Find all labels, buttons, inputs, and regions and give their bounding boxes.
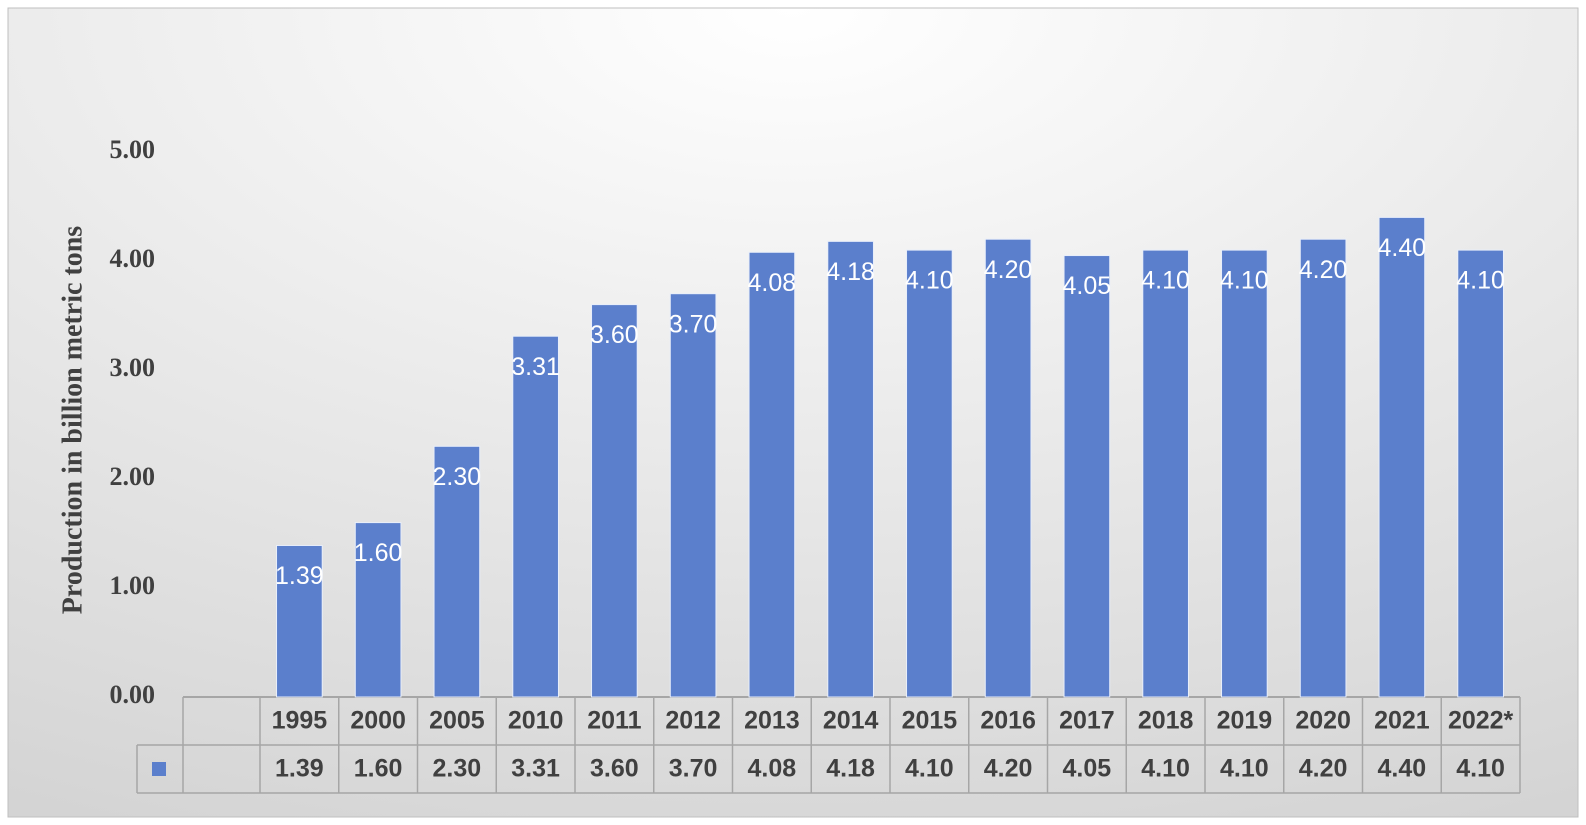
bar [827, 240, 874, 698]
bar [433, 445, 481, 698]
data-label: 4.10 [1456, 267, 1505, 295]
table-value: 3.60 [590, 755, 639, 783]
x-tick-label: 1995 [272, 707, 328, 735]
data-label: 3.60 [590, 321, 639, 349]
data-label: 2.30 [433, 463, 482, 491]
data-label: 1.39 [275, 562, 324, 590]
table-value: 4.10 [1456, 755, 1505, 783]
table-value: 3.31 [511, 755, 560, 783]
table-value: 4.08 [748, 755, 797, 783]
bar [1063, 255, 1111, 698]
bar [748, 251, 796, 698]
x-tick-label: 2017 [1059, 707, 1115, 735]
bar [591, 304, 638, 698]
y-tick-label: 5.00 [110, 135, 156, 164]
legend-key [152, 762, 166, 776]
data-label: 3.31 [511, 353, 560, 381]
x-tick-label: 2015 [902, 707, 958, 735]
x-tick-label: 2013 [744, 707, 800, 735]
bar [1378, 216, 1426, 698]
bar [276, 544, 323, 698]
x-tick-label: 2022* [1448, 707, 1514, 735]
data-label: 4.10 [1141, 267, 1190, 295]
table-value: 4.10 [905, 755, 954, 783]
bar [1299, 238, 1347, 698]
data-label: 4.18 [826, 258, 875, 286]
x-tick-label: 2021 [1374, 707, 1430, 735]
y-axis-title: Production in billion metric tons [57, 226, 88, 614]
y-tick-label: 1.00 [110, 571, 156, 600]
data-label: 1.60 [354, 539, 403, 567]
table-value: 4.20 [984, 755, 1033, 783]
bar [1221, 249, 1268, 698]
table-value: 4.10 [1141, 755, 1190, 783]
bar [984, 238, 1032, 698]
x-tick-label: 2005 [429, 707, 485, 735]
x-tick-label: 2018 [1138, 707, 1194, 735]
y-tick-label: 4.00 [110, 244, 156, 273]
data-label: 4.10 [905, 267, 954, 295]
table-value: 4.40 [1378, 755, 1427, 783]
table-value: 3.70 [669, 755, 718, 783]
table-value: 2.30 [433, 755, 482, 783]
x-tick-label: 2019 [1217, 707, 1273, 735]
bar [1142, 249, 1189, 698]
table-value: 4.05 [1063, 755, 1112, 783]
table-value: 1.39 [275, 755, 324, 783]
x-tick-label: 2010 [508, 707, 564, 735]
y-tick-label: 2.00 [110, 462, 156, 491]
bar [1457, 249, 1504, 698]
x-tick-label: 2012 [665, 707, 721, 735]
bar [354, 522, 402, 698]
data-label: 4.40 [1378, 234, 1427, 262]
x-tick-label: 2020 [1295, 707, 1351, 735]
data-label: 4.05 [1063, 272, 1112, 300]
bar [669, 293, 717, 698]
data-label: 4.10 [1220, 267, 1269, 295]
data-label: 4.08 [748, 269, 797, 297]
data-label: 4.20 [984, 256, 1033, 284]
table-value: 4.18 [826, 755, 875, 783]
table-value: 4.20 [1299, 755, 1348, 783]
bar [906, 249, 953, 698]
x-tick-label: 2000 [350, 707, 406, 735]
x-tick-label: 2011 [587, 707, 641, 735]
x-tick-label: 2014 [823, 707, 879, 735]
table-value: 1.60 [354, 755, 403, 783]
data-label: 3.70 [669, 310, 718, 338]
bar [512, 335, 559, 698]
table-value: 4.10 [1220, 755, 1269, 783]
x-tick-label: 2016 [980, 707, 1036, 735]
y-tick-label: 3.00 [110, 353, 156, 382]
y-tick-label: 0.00 [110, 680, 156, 709]
data-label: 4.20 [1299, 256, 1348, 284]
